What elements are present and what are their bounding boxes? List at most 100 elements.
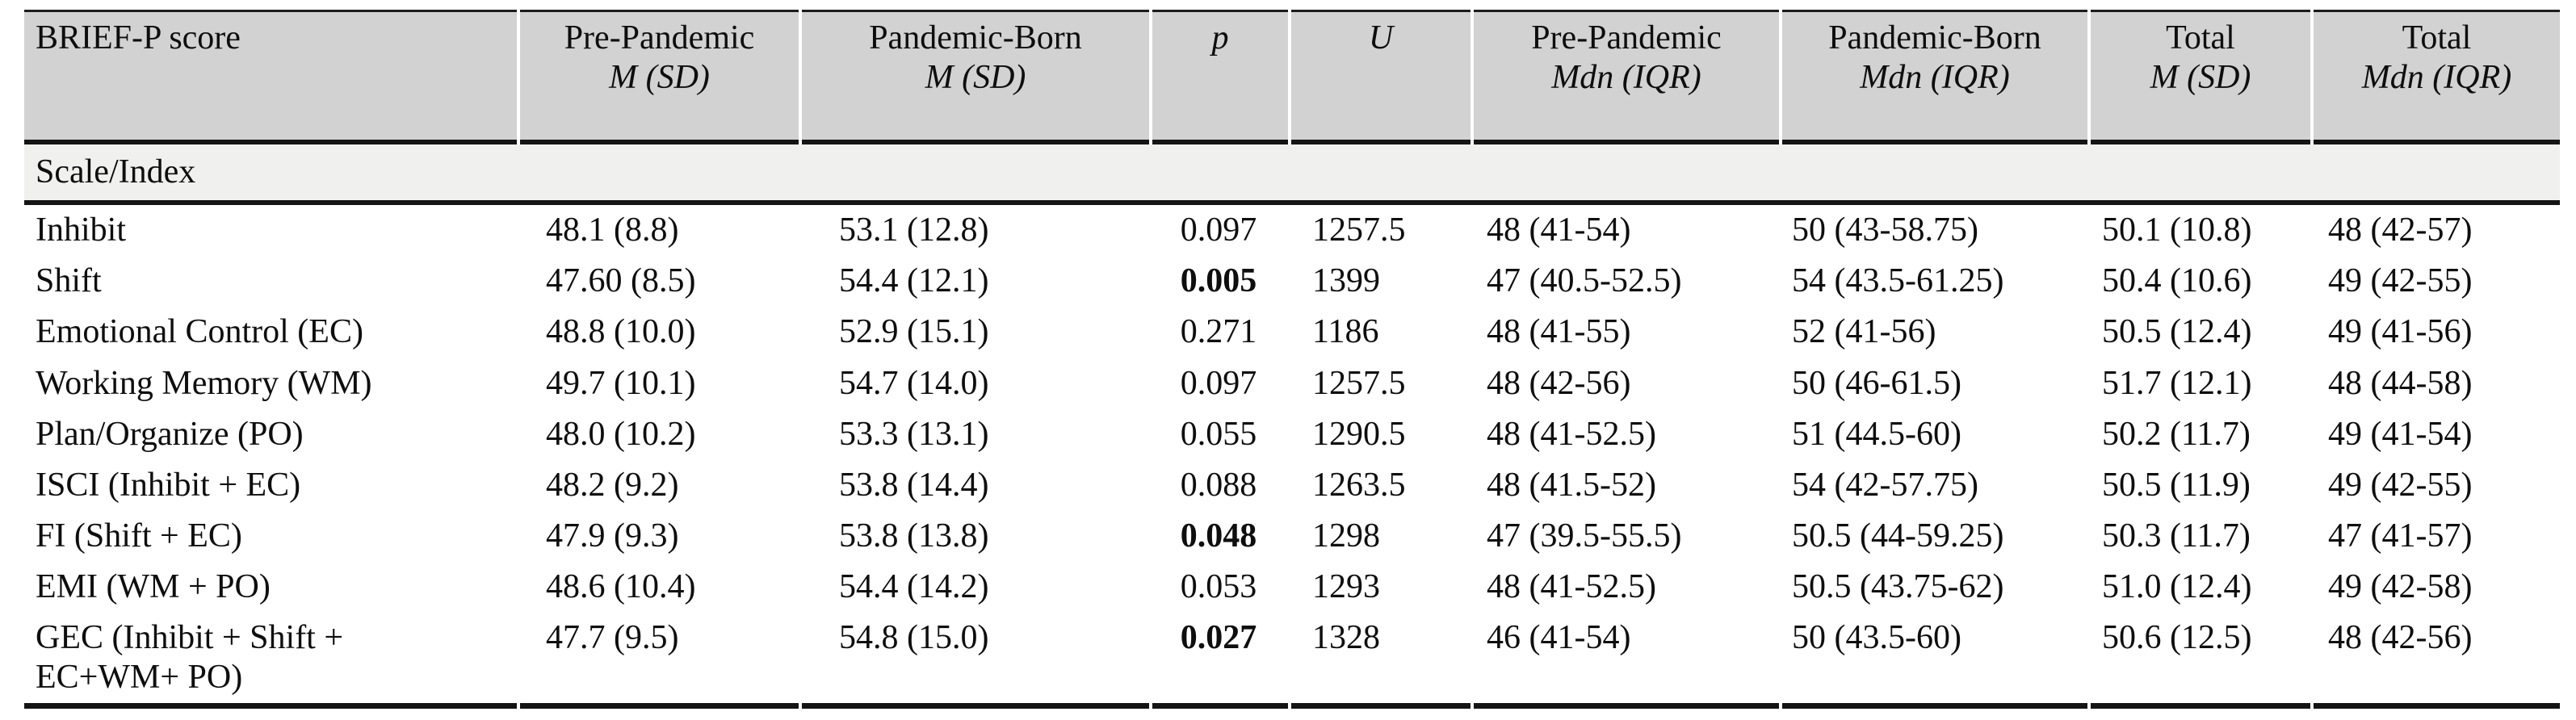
data-cell: 49 (41-54)	[2328, 415, 2473, 453]
table-row: GEC (Inhibit + Shift + EC+WM+ PO) 47.7 (9…	[24, 613, 2560, 710]
header-cell-total-mdn-iqr: Total Mdn (IQR)	[2314, 10, 2560, 144]
data-cell: 53.8 (14.4)	[839, 466, 989, 504]
data-cell: 51.7 (12.1)	[2102, 364, 2252, 402]
data-cell: 1293	[1312, 568, 1380, 605]
data-cell: 47 (39.5-55.5)	[1487, 517, 1682, 555]
table-rows: Inhibit 48.1 (8.8) 53.1 (12.8) 0.097 1257.5 4…	[24, 205, 2560, 710]
data-cell: 50 (46-61.5)	[1792, 364, 1961, 402]
data-cell: 0.088	[1180, 466, 1257, 504]
data-cell: 0.005	[1180, 262, 1257, 300]
table-row: EMI (WM + PO) 48.6 (10.4) 54.4 (14.2) 0.053…	[24, 562, 2560, 613]
header-cell-p-value: p	[1152, 10, 1288, 144]
row-label-cell: FI (Shift + EC)	[36, 517, 242, 555]
data-cell: 46 (41-54)	[1474, 613, 1779, 710]
header-cell-u-statistic: U	[1291, 10, 1471, 144]
data-cell: 47.7 (9.5)	[520, 613, 799, 710]
row-label-cell: GEC (Inhibit + Shift + EC+WM+ PO)	[24, 613, 517, 710]
data-cell: 54.8 (15.0)	[802, 613, 1149, 710]
data-cell: 1263.5	[1312, 466, 1406, 504]
table-row: Shift 47.60 (8.5) 54.4 (12.1) 0.005 1399 47 (…	[24, 256, 2560, 307]
data-cell: 50.1 (10.8)	[2102, 211, 2252, 249]
data-cell: 53.3 (13.1)	[839, 415, 989, 453]
table-row: Inhibit 48.1 (8.8) 53.1 (12.8) 0.097 1257.5 4…	[24, 205, 2560, 256]
data-cell: 50.4 (10.6)	[2102, 262, 2252, 300]
data-cell: 54.4 (14.2)	[839, 568, 989, 605]
header-line2: Mdn (IQR)	[1551, 59, 1701, 97]
data-cell: 1257.5	[1312, 364, 1406, 402]
data-cell: 0.053	[1180, 568, 1257, 605]
data-cell: 0.097	[1180, 364, 1257, 402]
header-row: BRIEF-P score Pre-Pandemic M (SD) Pandemic-…	[24, 10, 2560, 144]
data-cell: 49.7 (10.1)	[546, 364, 696, 402]
header-line1: Pandemic-Born	[869, 19, 1082, 57]
row-label-cell: Inhibit	[36, 211, 126, 249]
header-cell-total-m-sd: Total M (SD)	[2091, 10, 2310, 144]
data-cell: 48 (42-56)	[2314, 613, 2560, 710]
data-cell: 53.8 (13.8)	[839, 517, 989, 555]
data-cell: 0.097	[1180, 211, 1257, 249]
header-line1: Pre-Pandemic	[1531, 19, 1722, 57]
data-cell: 48.8 (10.0)	[546, 313, 696, 351]
data-cell: 48 (41-55)	[1487, 313, 1631, 351]
data-cell: 48.0 (10.2)	[546, 415, 696, 453]
data-cell: 50.2 (11.7)	[2102, 415, 2251, 453]
data-cell: 49 (41-56)	[2328, 313, 2473, 351]
row-label-cell: Plan/Organize (PO)	[36, 415, 304, 453]
data-cell: 1186	[1312, 313, 1379, 351]
table-row: FI (Shift + EC) 47.9 (9.3) 53.8 (13.8) 0.04…	[24, 511, 2560, 562]
data-cell: 50 (43.5-60)	[1782, 613, 2087, 710]
data-cell: 54 (43.5-61.25)	[1792, 262, 2004, 300]
header-cell-brief-p-score: BRIEF-P score	[24, 10, 517, 144]
data-cell: 48 (41-52.5)	[1487, 568, 1656, 605]
header-line2: Mdn (IQR)	[2361, 59, 2512, 97]
data-cell: 47.9 (9.3)	[546, 517, 679, 555]
header-line2: M (SD)	[925, 59, 1026, 97]
data-cell: 50 (43-58.75)	[1792, 211, 1978, 249]
table-row: Plan/Organize (PO) 48.0 (10.2) 53.3 (13.1)…	[24, 409, 2560, 460]
data-cell: 1328	[1291, 613, 1471, 710]
data-cell: 54.4 (12.1)	[839, 262, 989, 300]
header-cell-pandemic-born-m-sd: Pandemic-Born M (SD)	[802, 10, 1149, 144]
data-cell: 0.271	[1180, 313, 1257, 351]
row-label-cell: Working Memory (WM)	[36, 364, 372, 402]
table-body: Scale/Index	[24, 144, 2560, 206]
row-label-cell: ISCI (Inhibit + EC)	[36, 466, 301, 504]
data-cell: 49 (42-55)	[2328, 262, 2473, 300]
header-line2: Mdn (IQR)	[1860, 59, 2010, 97]
header-line2: M (SD)	[2150, 59, 2251, 97]
data-cell: 48 (42-57)	[2328, 211, 2473, 249]
header-cell-pandemic-born-mdn-iqr: Pandemic-Born Mdn (IQR)	[1782, 10, 2087, 144]
data-cell: 49 (42-55)	[2328, 466, 2473, 504]
table-row: Working Memory (WM) 49.7 (10.1) 54.7 (14.0…	[24, 358, 2560, 409]
header-line1: Total	[2402, 19, 2472, 57]
data-cell: 1298	[1312, 517, 1380, 555]
data-cell: 48 (41-52.5)	[1487, 415, 1656, 453]
data-cell: 52 (41-56)	[1792, 313, 1936, 351]
header-line1: Pre-Pandemic	[564, 19, 755, 57]
data-cell: 48 (42-56)	[1487, 364, 1631, 402]
data-cell: 50.5 (11.9)	[2102, 466, 2251, 504]
brief-p-scores-table: BRIEF-P score Pre-Pandemic M (SD) Pandemic-…	[21, 10, 2563, 710]
header-cell-pre-pandemic-mdn-iqr: Pre-Pandemic Mdn (IQR)	[1474, 10, 1779, 144]
data-cell: 47 (41-57)	[2328, 517, 2473, 555]
section-label: Scale/Index	[24, 144, 2560, 206]
data-cell: 0.048	[1180, 517, 1257, 555]
header-cell-pre-pandemic-m-sd: Pre-Pandemic M (SD)	[520, 10, 799, 144]
data-cell: 50.5 (43.75-62)	[1792, 568, 2004, 605]
table-row: Emotional Control (EC) 48.8 (10.0) 52.9 (1…	[24, 307, 2560, 358]
data-cell: 1257.5	[1312, 211, 1406, 249]
data-cell: 50.3 (11.7)	[2102, 517, 2251, 555]
data-cell: 51 (44.5-60)	[1792, 415, 1961, 453]
data-cell: 54.7 (14.0)	[839, 364, 989, 402]
data-cell: 0.027	[1152, 613, 1288, 710]
data-cell: 48 (41-54)	[1487, 211, 1631, 249]
row-label-cell: Shift	[36, 262, 102, 300]
header-line1: U	[1368, 19, 1394, 57]
row-label-cell: EMI (WM + PO)	[36, 568, 271, 605]
data-cell: 50.5 (12.4)	[2102, 313, 2252, 351]
row-label-cell: Emotional Control (EC)	[36, 313, 363, 351]
data-cell: 0.055	[1180, 415, 1257, 453]
data-cell: 48 (44-58)	[2328, 364, 2473, 402]
data-cell: 54 (42-57.75)	[1792, 466, 1978, 504]
data-cell: 50.5 (44-59.25)	[1792, 517, 2004, 555]
